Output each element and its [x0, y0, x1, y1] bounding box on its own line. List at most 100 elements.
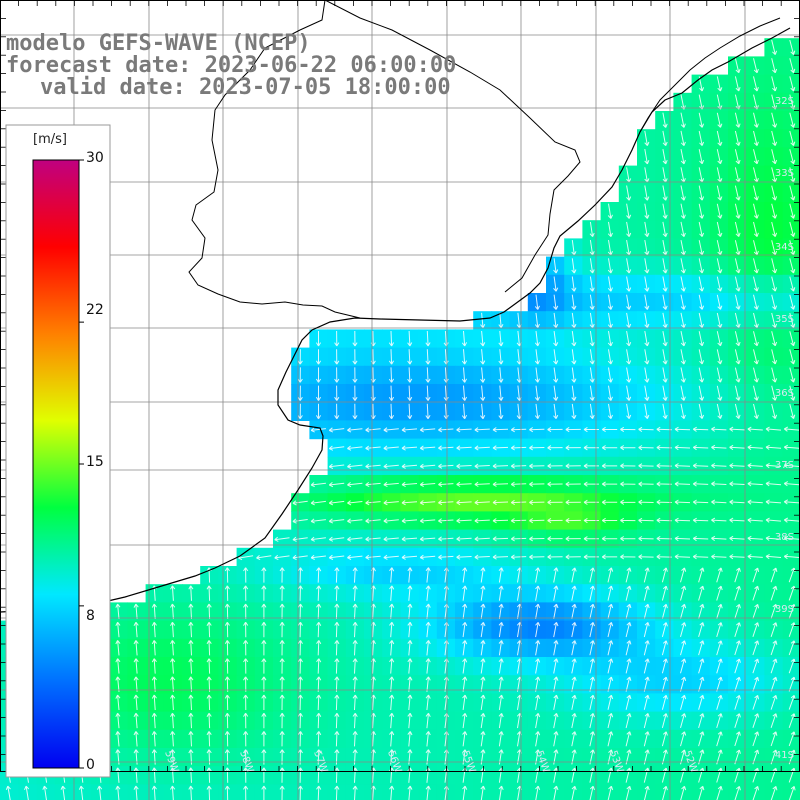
wind-arrow: [716, 258, 723, 274]
wind-arrow: [328, 463, 345, 469]
wind-arrow: [783, 499, 800, 505]
wind-arrow: [352, 712, 358, 729]
wind-arrow: [716, 130, 723, 146]
wind-arrow: [643, 640, 650, 656]
wind-arrow: [407, 349, 413, 365]
wind-arrow: [407, 330, 413, 347]
wind-arrow: [734, 604, 741, 619]
wind-arrow: [352, 367, 358, 383]
wind-arrow: [698, 603, 705, 619]
wind-arrow: [783, 517, 800, 523]
wind-arrow: [316, 658, 322, 674]
wind-arrow: [534, 403, 540, 420]
wind-arrow: [644, 221, 650, 238]
wind-arrow: [711, 554, 727, 560]
wind-arrow: [328, 482, 345, 488]
wind-arrow: [553, 258, 559, 274]
wind-arrow: [334, 694, 340, 711]
wind-arrow: [261, 621, 267, 638]
wind-arrow: [383, 445, 399, 451]
wind-arrow: [711, 426, 727, 432]
wind-arrow: [529, 554, 545, 560]
wind-arrow: [589, 658, 595, 674]
wind-arrow: [529, 463, 545, 469]
wind-arrow: [328, 554, 345, 560]
wind-arrow: [607, 603, 614, 619]
wind-arrow: [589, 603, 595, 619]
wind-arrow: [571, 622, 577, 638]
wind-arrow: [206, 712, 212, 729]
wind-arrow: [716, 694, 723, 710]
wind-arrow: [243, 785, 249, 800]
wind-arrow: [347, 500, 363, 506]
wind-arrow: [389, 731, 395, 747]
wind-arrow: [698, 349, 705, 365]
wind-arrow: [407, 621, 413, 638]
wind-arrow: [662, 258, 668, 274]
wind-arrow: [510, 427, 527, 433]
wind-arrow: [783, 426, 800, 432]
wind-arrow: [716, 294, 723, 310]
wind-arrow: [753, 258, 759, 274]
wind-arrow: [461, 330, 468, 347]
wind-arrow: [553, 658, 559, 674]
wind-arrow: [498, 585, 504, 601]
wind-arrow: [711, 463, 727, 469]
wind-arrow: [565, 463, 581, 469]
wind-arrow: [788, 731, 796, 747]
wind-arrow: [438, 427, 454, 433]
wind-arrow: [734, 112, 741, 128]
wind-arrow: [510, 481, 527, 487]
wind-arrow: [698, 713, 705, 729]
wind-arrow: [583, 463, 599, 469]
wind-arrow: [571, 331, 577, 347]
wind-arrow: [529, 499, 545, 506]
wind-arrow: [115, 621, 121, 638]
wind-arrow: [698, 276, 705, 292]
wind-arrow: [315, 403, 322, 420]
wind-arrow: [279, 603, 285, 620]
wind-arrow: [553, 331, 559, 347]
wind-arrow: [170, 694, 176, 711]
wind-arrow: [334, 403, 340, 420]
wind-arrow: [607, 240, 613, 256]
wind-arrow: [698, 640, 705, 656]
wind-arrow: [734, 240, 741, 256]
wind-arrow: [456, 554, 472, 560]
wind-arrow: [279, 676, 285, 692]
wind-arrow: [789, 331, 796, 347]
wind-arrow: [698, 785, 705, 800]
wind-arrow: [662, 276, 668, 292]
wind-arrow: [747, 554, 763, 560]
wind-arrow: [680, 203, 686, 219]
wind-arrow: [765, 517, 782, 523]
wind-arrow: [589, 240, 595, 256]
wind-arrow: [765, 481, 782, 487]
wind-arrow: [771, 203, 778, 219]
wind-arrow: [316, 603, 322, 620]
wind-arrow: [771, 58, 778, 74]
wind-arrow: [188, 640, 194, 656]
wind-arrow: [789, 367, 796, 383]
wind-arrow: [261, 712, 267, 729]
wind-arrow: [662, 203, 668, 219]
wind-arrow: [315, 349, 322, 365]
wind-arrow: [206, 767, 212, 783]
wind-arrow: [583, 517, 599, 524]
wind-arrow: [60, 785, 66, 800]
wind-arrow: [310, 427, 326, 433]
wind-arrow: [553, 731, 559, 747]
wind-arrow: [589, 367, 595, 383]
wind-arrow: [170, 676, 176, 692]
wind-arrow: [334, 731, 340, 747]
wind-arrow: [680, 694, 687, 710]
wind-arrow: [607, 676, 614, 692]
wind-arrow: [474, 499, 490, 506]
wind-arrow: [347, 427, 363, 433]
wind-arrow: [789, 112, 796, 128]
wind-arrow: [365, 500, 381, 506]
wind-arrow: [692, 554, 709, 560]
wind-arrow: [771, 294, 778, 310]
wind-arrow: [734, 76, 741, 92]
wind-arrow: [224, 658, 230, 674]
